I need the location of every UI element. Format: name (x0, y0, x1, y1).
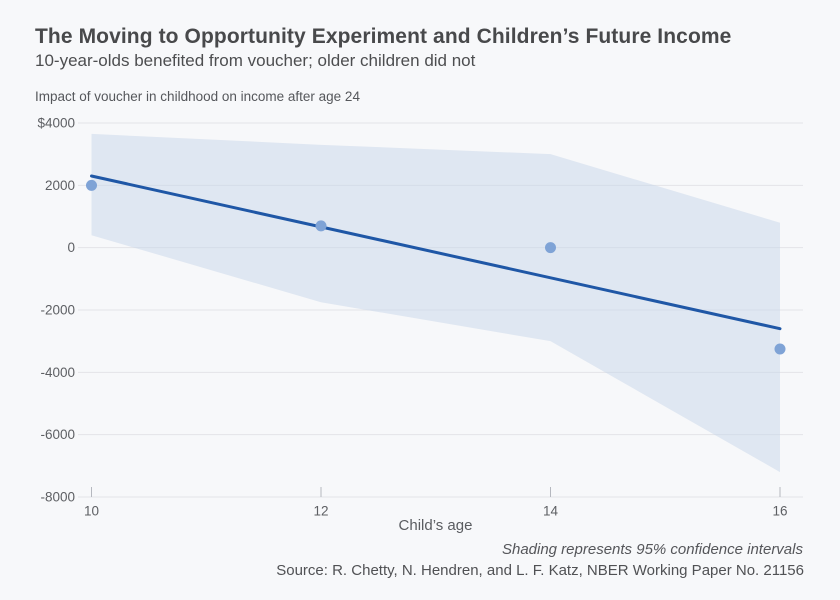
data-point (774, 343, 786, 355)
x-tick-label: 16 (772, 504, 787, 519)
y-tick-label: 0 (67, 240, 75, 255)
confidence-band (91, 133, 780, 473)
chart-subtitle: 10-year-olds benefited from voucher; old… (35, 51, 476, 70)
y-tick-label: 2000 (45, 178, 75, 193)
y-axis-title: Impact of voucher in childhood on income… (35, 89, 360, 104)
y-tick-label: $4000 (37, 116, 75, 131)
confidence-note: Shading represents 95% confidence interv… (501, 541, 803, 558)
x-tick-label: 14 (543, 504, 559, 519)
chart-title: The Moving to Opportunity Experiment and… (35, 25, 732, 48)
data-point (86, 179, 97, 191)
data-point (545, 242, 556, 254)
x-tick-label: 10 (84, 504, 99, 519)
trend-line (90, 174, 782, 331)
x-tick-label: 12 (313, 504, 328, 519)
source-credit: Source: R. Chetty, N. Hendren, and L. F.… (276, 562, 804, 579)
x-axis-label: Child’s age (398, 517, 473, 534)
data-point (315, 220, 327, 232)
y-tick-label: -8000 (40, 490, 75, 505)
y-tick-label: -6000 (40, 427, 75, 442)
y-tick-label: -2000 (40, 303, 75, 318)
y-tick-label: -4000 (40, 365, 75, 380)
